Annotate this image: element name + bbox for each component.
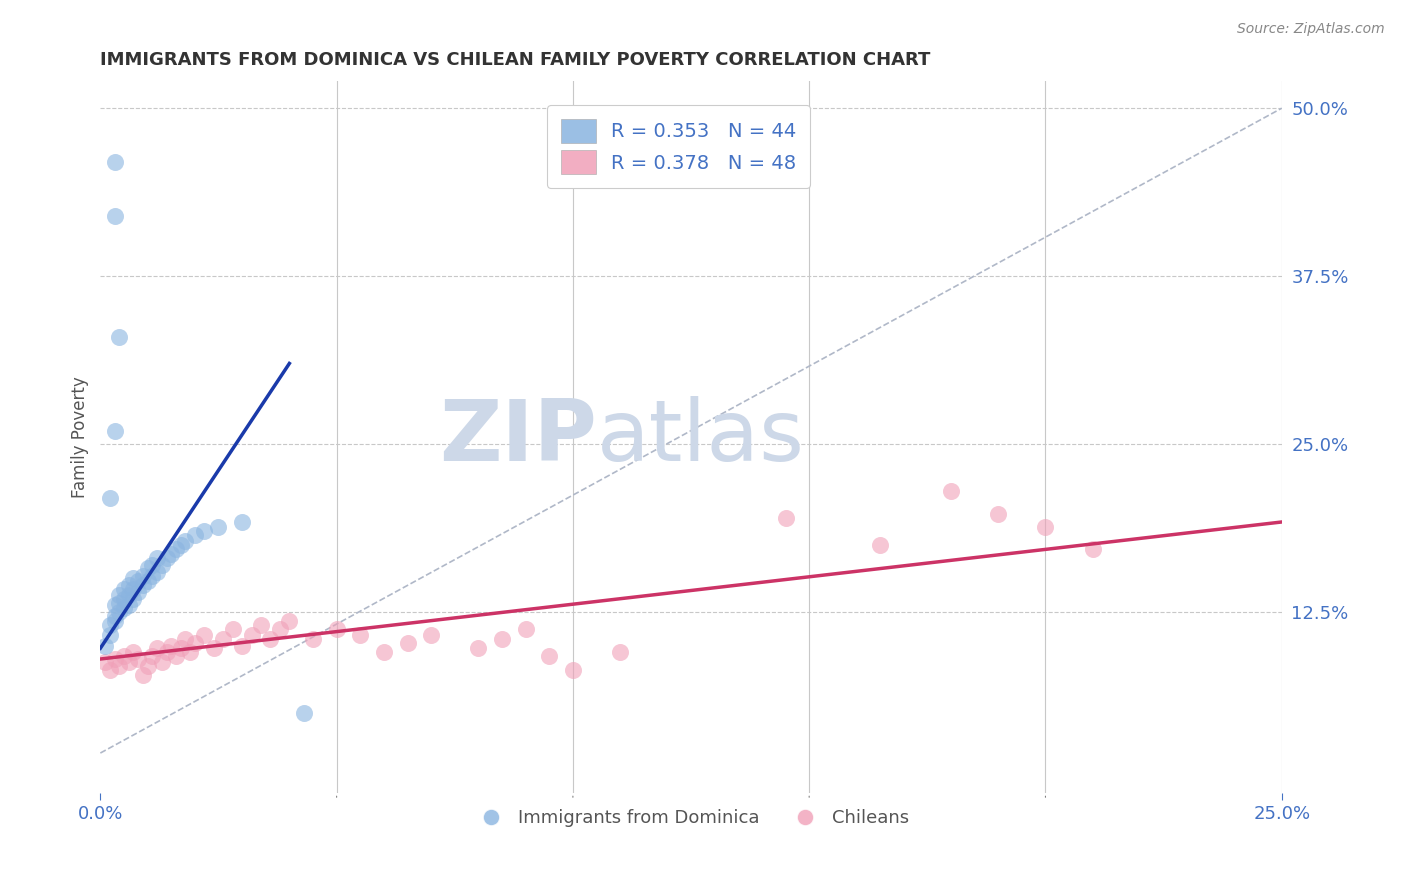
- Point: [150, 558, 173, 572]
- Point: [325, 623, 347, 637]
- Point: [165, 649, 187, 664]
- Point: [136, 658, 159, 673]
- Point: [491, 632, 513, 646]
- Point: [146, 641, 169, 656]
- Point: [231, 639, 253, 653]
- Point: [98, 618, 121, 632]
- Point: [103, 599, 125, 613]
- Point: [118, 578, 141, 592]
- Point: [103, 209, 125, 223]
- Point: [184, 528, 207, 542]
- Point: [869, 538, 891, 552]
- Point: [146, 551, 169, 566]
- Point: [1081, 541, 1104, 556]
- Point: [103, 615, 125, 629]
- Point: [122, 591, 145, 606]
- Point: [118, 588, 141, 602]
- Point: [538, 649, 561, 664]
- Point: [165, 541, 187, 556]
- Point: [259, 632, 281, 646]
- Point: [1035, 520, 1057, 534]
- Point: [118, 655, 141, 669]
- Point: [94, 655, 117, 669]
- Point: [98, 491, 121, 505]
- Point: [136, 560, 159, 574]
- Point: [103, 609, 125, 624]
- Point: [193, 628, 215, 642]
- Point: [112, 649, 135, 664]
- Point: [141, 558, 163, 572]
- Point: [141, 568, 163, 582]
- Point: [132, 578, 155, 592]
- Point: [302, 632, 325, 646]
- Point: [174, 632, 197, 646]
- Point: [136, 574, 159, 588]
- Point: [250, 618, 273, 632]
- Point: [141, 649, 163, 664]
- Point: [202, 641, 225, 656]
- Point: [108, 329, 131, 343]
- Point: [939, 484, 962, 499]
- Point: [132, 568, 155, 582]
- Point: [775, 511, 797, 525]
- Point: [127, 584, 149, 599]
- Point: [987, 507, 1010, 521]
- Point: [127, 574, 149, 588]
- Point: [373, 645, 395, 659]
- Point: [349, 628, 371, 642]
- Point: [160, 547, 183, 561]
- Text: atlas: atlas: [596, 396, 804, 479]
- Point: [122, 645, 145, 659]
- Point: [155, 551, 177, 566]
- Point: [170, 538, 193, 552]
- Point: [212, 632, 235, 646]
- Point: [396, 636, 419, 650]
- Point: [103, 155, 125, 169]
- Point: [122, 582, 145, 596]
- Point: [103, 424, 125, 438]
- Point: [278, 615, 301, 629]
- Point: [231, 515, 253, 529]
- Point: [515, 623, 537, 637]
- Text: ZIP: ZIP: [439, 396, 596, 479]
- Point: [170, 641, 193, 656]
- Point: [108, 596, 131, 610]
- Point: [146, 565, 169, 579]
- Point: [467, 641, 489, 656]
- Y-axis label: Family Poverty: Family Poverty: [72, 376, 89, 499]
- Point: [420, 628, 443, 642]
- Text: IMMIGRANTS FROM DOMINICA VS CHILEAN FAMILY POVERTY CORRELATION CHART: IMMIGRANTS FROM DOMINICA VS CHILEAN FAMI…: [100, 51, 931, 69]
- Point: [561, 663, 583, 677]
- Text: Source: ZipAtlas.com: Source: ZipAtlas.com: [1237, 22, 1385, 37]
- Point: [122, 571, 145, 585]
- Point: [292, 706, 315, 720]
- Point: [94, 639, 117, 653]
- Point: [207, 520, 229, 534]
- Point: [112, 582, 135, 596]
- Point: [112, 591, 135, 606]
- Point: [609, 645, 631, 659]
- Point: [112, 601, 135, 615]
- Point: [108, 605, 131, 619]
- Point: [98, 663, 121, 677]
- Point: [98, 628, 121, 642]
- Point: [103, 652, 125, 666]
- Point: [127, 652, 149, 666]
- Legend: Immigrants from Dominica, Chileans: Immigrants from Dominica, Chileans: [465, 802, 917, 834]
- Point: [269, 623, 291, 637]
- Point: [193, 524, 215, 539]
- Point: [108, 658, 131, 673]
- Point: [160, 639, 183, 653]
- Point: [118, 599, 141, 613]
- Point: [132, 668, 155, 682]
- Point: [155, 645, 177, 659]
- Point: [221, 623, 243, 637]
- Point: [184, 636, 207, 650]
- Point: [174, 533, 197, 548]
- Point: [108, 588, 131, 602]
- Point: [179, 645, 201, 659]
- Point: [150, 655, 173, 669]
- Point: [240, 628, 263, 642]
